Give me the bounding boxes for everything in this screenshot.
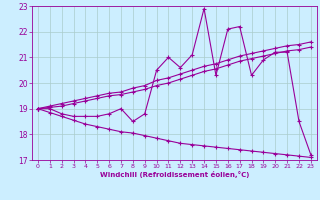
X-axis label: Windchill (Refroidissement éolien,°C): Windchill (Refroidissement éolien,°C) [100,171,249,178]
